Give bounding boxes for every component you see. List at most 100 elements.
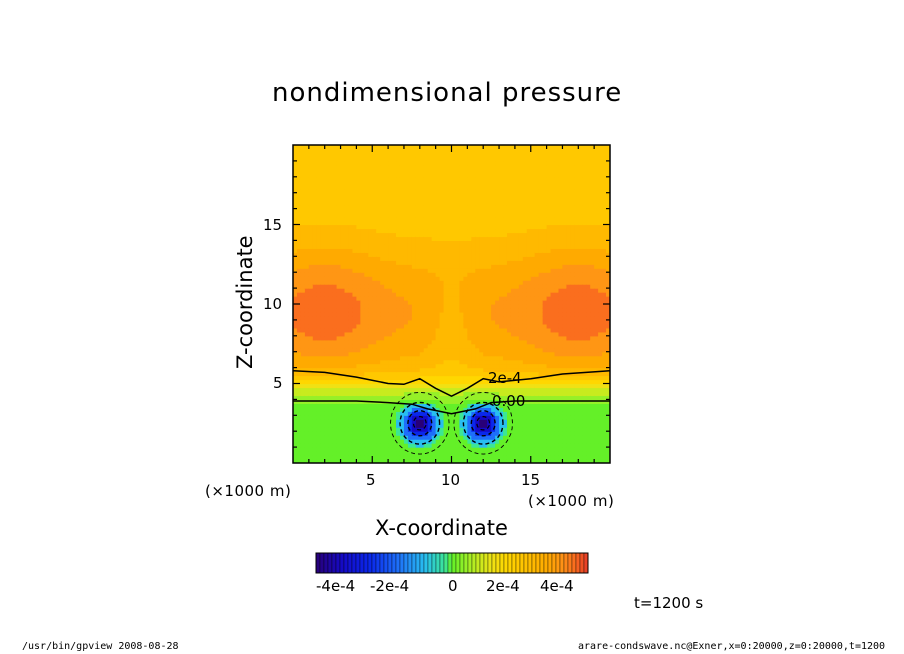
heatmap-cell: [483, 327, 488, 333]
heatmap-cell: [372, 371, 377, 377]
heatmap-cell: [443, 319, 449, 325]
heatmap-cell: [459, 315, 464, 321]
heatmap-cell: [447, 459, 453, 463]
heatmap-cell: [388, 447, 393, 452]
heatmap-cell: [431, 379, 437, 385]
heatmap-cell: [479, 228, 484, 234]
heatmap-cell: [372, 176, 377, 182]
heatmap-cell: [407, 300, 413, 305]
heatmap-cell: [372, 331, 377, 337]
heatmap-cell: [471, 331, 476, 337]
heatmap-cell: [522, 264, 528, 269]
heatmap-cell: [467, 363, 472, 369]
heatmap-cell: [419, 280, 425, 285]
heatmap-cell: [447, 180, 453, 186]
heatmap-cell: [467, 248, 472, 253]
heatmap-cell: [487, 236, 492, 241]
heatmap-cell: [293, 455, 298, 460]
heatmap-cell: [407, 407, 413, 412]
heatmap-cell: [372, 200, 377, 206]
heatmap-cell: [522, 220, 528, 226]
heatmap-cell: [396, 331, 401, 337]
heatmap-cell: [467, 335, 472, 341]
heatmap-cell: [340, 435, 346, 440]
heatmap-cell: [510, 156, 516, 162]
heatmap-cell: [368, 164, 373, 170]
heatmap-cell: [376, 148, 381, 154]
heatmap-cell: [415, 276, 421, 281]
heatmap-cell: [435, 447, 441, 452]
heatmap-cell: [443, 383, 449, 389]
heatmap-cell: [431, 192, 437, 198]
heatmap-cell: [388, 383, 393, 389]
heatmap-cell: [443, 427, 449, 432]
heatmap-cell: [495, 168, 500, 174]
heatmap-cell: [495, 427, 500, 432]
heatmap-cell: [510, 371, 516, 377]
heatmap-cell: [407, 228, 413, 234]
heatmap-cell: [415, 296, 421, 301]
heatmap-cell: [392, 307, 397, 313]
heatmap-cell: [419, 204, 425, 210]
heatmap-cell: [435, 383, 441, 389]
heatmap-cell: [514, 228, 520, 234]
heatmap-cell: [431, 327, 437, 333]
heatmap-cell: [467, 184, 472, 190]
heatmap-cell: [503, 192, 508, 198]
heatmap-cell: [304, 327, 310, 333]
heatmap-cell: [435, 292, 441, 297]
heatmap-cell: [443, 284, 449, 289]
heatmap-cell: [518, 160, 524, 166]
heatmap-cell: [372, 304, 377, 309]
heatmap-cell: [487, 232, 492, 238]
heatmap-cell: [300, 208, 306, 214]
heatmap-cell: [514, 339, 520, 345]
heatmap-cell: [514, 152, 520, 158]
heatmap-cell: [320, 164, 326, 170]
heatmap-cell: [467, 228, 472, 234]
heatmap-cell: [296, 236, 302, 241]
heatmap-cell: [522, 363, 528, 369]
heatmap-cell: [336, 395, 342, 401]
heatmap-cell: [407, 152, 413, 158]
heatmap-cell: [487, 379, 492, 385]
heatmap-cell: [312, 311, 318, 317]
heatmap-cell: [320, 252, 326, 257]
heatmap-cell: [316, 296, 322, 301]
heatmap-cell: [376, 164, 381, 170]
heatmap-cell: [320, 315, 326, 321]
heatmap-cell: [344, 192, 350, 198]
heatmap-cell: [388, 387, 393, 393]
heatmap-cell: [435, 160, 441, 166]
heatmap-cell: [312, 244, 318, 249]
heatmap-cell: [459, 172, 464, 178]
heatmap-cell: [455, 371, 461, 377]
heatmap-cell: [376, 327, 381, 333]
heatmap-cell: [392, 300, 397, 305]
heatmap-cell: [463, 411, 468, 416]
heatmap-cell: [431, 415, 437, 420]
heatmap-cell: [328, 220, 334, 226]
heatmap-cell: [495, 280, 500, 285]
heatmap-cell: [467, 172, 472, 178]
heatmap-cell: [348, 152, 354, 158]
heatmap-cell: [506, 176, 512, 182]
heatmap-cell: [411, 323, 417, 329]
heatmap-cell: [510, 415, 516, 420]
heatmap-cell: [293, 280, 298, 285]
heatmap-cell: [415, 443, 421, 448]
heatmap-cell: [348, 351, 354, 357]
heatmap-cell: [356, 220, 361, 226]
heatmap-cell: [396, 296, 401, 301]
heatmap-cell: [491, 343, 496, 349]
heatmap-cell: [495, 371, 500, 377]
heatmap-cell: [415, 272, 421, 277]
heatmap-cell: [356, 383, 361, 389]
heatmap-cell: [388, 220, 393, 226]
heatmap-cell: [399, 363, 405, 369]
heatmap-cell: [411, 415, 417, 420]
heatmap-cell: [439, 383, 445, 389]
heatmap-cell: [495, 148, 500, 154]
heatmap-cell: [399, 196, 405, 202]
heatmap-cell: [495, 212, 500, 218]
